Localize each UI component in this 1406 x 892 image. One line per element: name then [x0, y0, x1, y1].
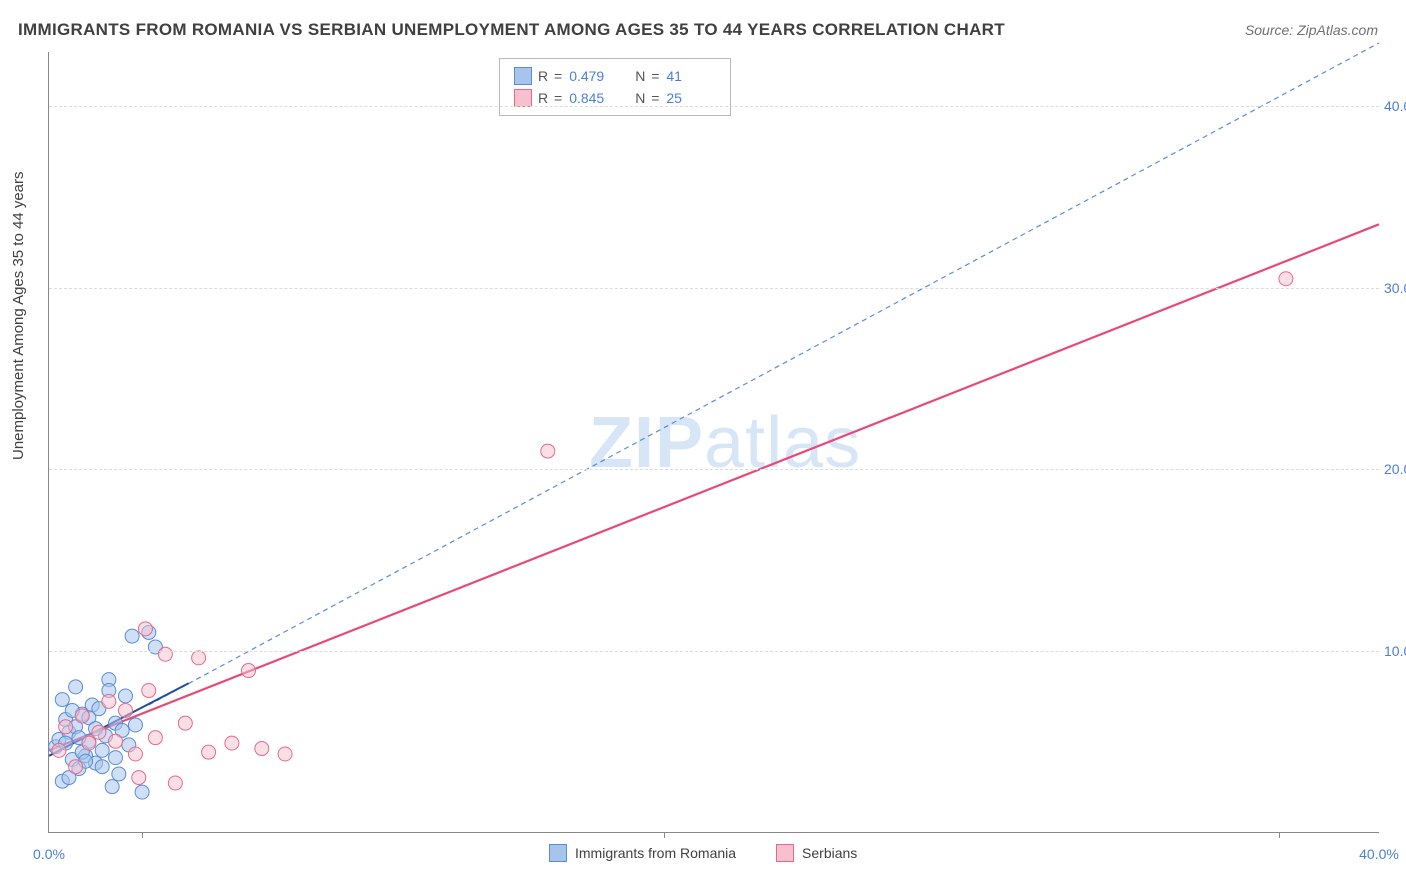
- y-tick-label: 40.0%: [1384, 98, 1406, 114]
- trendline-dashed: [149, 43, 1379, 705]
- legend-n-eq-1: N =: [635, 90, 660, 106]
- scatter-point: [158, 647, 172, 661]
- legend-swatch-1: [514, 89, 532, 107]
- scatter-point: [148, 731, 162, 745]
- y-tick-label: 30.0%: [1384, 280, 1406, 296]
- legend-bottom-swatch-1: [776, 844, 794, 862]
- scatter-point: [138, 622, 152, 636]
- gridline-h: [49, 106, 1379, 107]
- scatter-point: [92, 725, 106, 739]
- chart-title: IMMIGRANTS FROM ROMANIA VS SERBIAN UNEMP…: [18, 20, 1005, 40]
- scatter-point: [105, 780, 119, 794]
- scatter-point: [202, 745, 216, 759]
- scatter-point: [192, 651, 206, 665]
- plot-area: ZIPatlas R = 0.479 N = 41 R = 0.845 N = …: [48, 52, 1379, 833]
- legend-swatch-0: [514, 67, 532, 85]
- y-axis-label: Unemployment Among Ages 35 to 44 years: [10, 171, 27, 460]
- scatter-point: [112, 767, 126, 781]
- x-minor-tick: [1279, 832, 1280, 838]
- legend-bottom-label-1: Serbians: [802, 845, 857, 861]
- legend-item-1: Serbians: [776, 844, 857, 862]
- source-attribution: Source: ZipAtlas.com: [1245, 22, 1378, 38]
- legend-r-eq-1: R =: [538, 90, 563, 106]
- scatter-point: [118, 703, 132, 717]
- scatter-point: [69, 760, 83, 774]
- scatter-point: [255, 742, 269, 756]
- gridline-h: [49, 469, 1379, 470]
- legend-n-val-0: 41: [666, 68, 716, 84]
- scatter-point: [109, 734, 123, 748]
- chart-svg: [49, 52, 1379, 832]
- scatter-point: [95, 760, 109, 774]
- scatter-point: [82, 736, 96, 750]
- scatter-point: [541, 444, 555, 458]
- gridline-h: [49, 651, 1379, 652]
- x-minor-tick: [142, 832, 143, 838]
- scatter-point: [132, 771, 146, 785]
- legend-n-val-1: 25: [666, 90, 716, 106]
- legend-r-eq-0: R =: [538, 68, 563, 84]
- scatter-point: [128, 718, 142, 732]
- scatter-point: [75, 709, 89, 723]
- scatter-point: [69, 680, 83, 694]
- legend-row-0: R = 0.479 N = 41: [514, 65, 716, 87]
- legend-r-val-1: 0.845: [569, 90, 619, 106]
- y-tick-label: 20.0%: [1384, 461, 1406, 477]
- scatter-point: [178, 716, 192, 730]
- scatter-point: [142, 684, 156, 698]
- legend-item-0: Immigrants from Romania: [549, 844, 736, 862]
- scatter-point: [125, 629, 139, 643]
- scatter-point: [225, 736, 239, 750]
- y-tick-label: 10.0%: [1384, 643, 1406, 659]
- legend-n-eq-0: N =: [635, 68, 660, 84]
- scatter-point: [109, 751, 123, 765]
- scatter-point: [1279, 272, 1293, 286]
- scatter-point: [242, 664, 256, 678]
- scatter-point: [278, 747, 292, 761]
- legend-series-box: Immigrants from Romania Serbians: [549, 844, 857, 862]
- scatter-point: [102, 694, 116, 708]
- scatter-point: [128, 747, 142, 761]
- gridline-h: [49, 288, 1379, 289]
- scatter-point: [118, 689, 132, 703]
- legend-r-val-0: 0.479: [569, 68, 619, 84]
- legend-bottom-label-0: Immigrants from Romania: [575, 845, 736, 861]
- scatter-point: [52, 743, 66, 757]
- scatter-point: [95, 743, 109, 757]
- x-minor-tick: [664, 832, 665, 838]
- x-tick-label: 40.0%: [1359, 846, 1399, 862]
- scatter-point: [55, 693, 69, 707]
- x-tick-label: 0.0%: [33, 846, 65, 862]
- scatter-point: [168, 776, 182, 790]
- scatter-point: [135, 785, 149, 799]
- scatter-point: [59, 720, 73, 734]
- legend-bottom-swatch-0: [549, 844, 567, 862]
